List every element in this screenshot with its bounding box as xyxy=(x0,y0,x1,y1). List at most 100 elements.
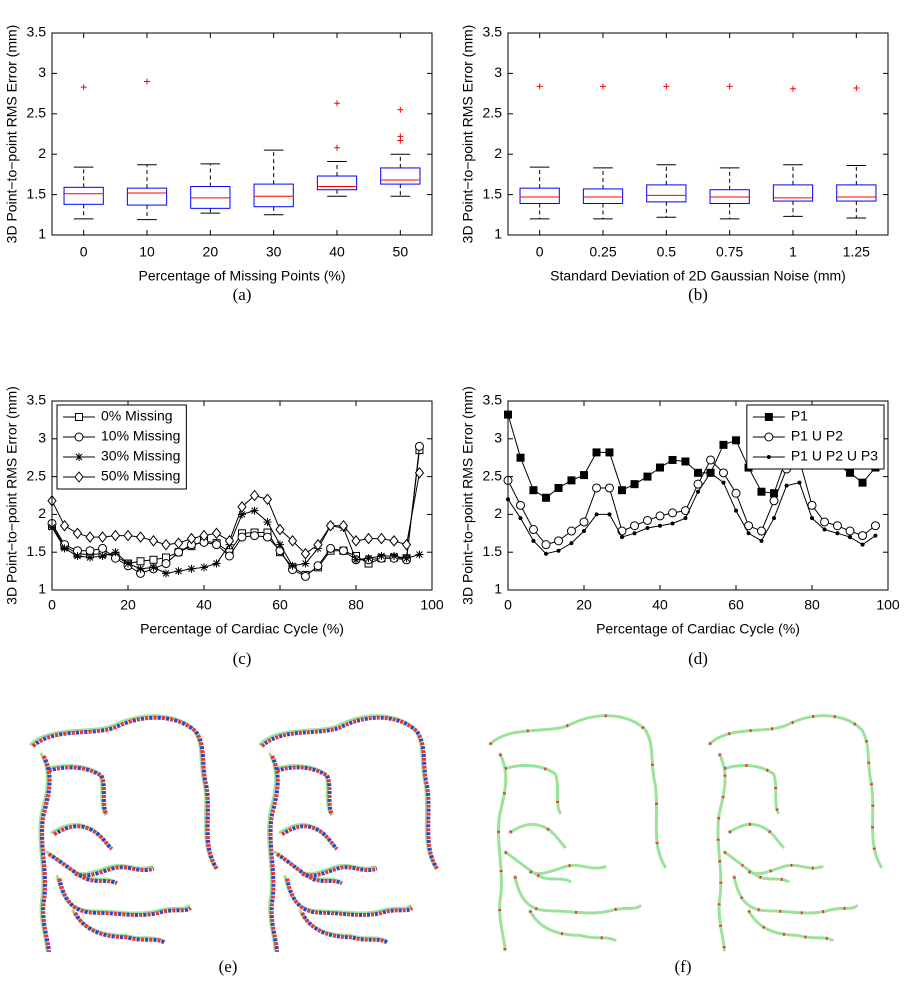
x-tick-label: 0.25 xyxy=(589,244,616,260)
series-line xyxy=(507,472,876,555)
marker xyxy=(696,489,700,494)
y-tick-label: 1.5 xyxy=(483,185,503,201)
outlier xyxy=(600,83,606,90)
y-tick-label: 2 xyxy=(494,145,502,161)
marker xyxy=(86,553,94,562)
marker xyxy=(668,455,677,464)
image-e: (e) xyxy=(29,714,439,976)
marker xyxy=(364,554,373,563)
x-tick-label: 100 xyxy=(420,597,444,613)
image-f: (f) xyxy=(488,714,883,976)
caption: (a) xyxy=(233,285,252,304)
marker xyxy=(822,527,827,532)
legend-label: P1 U P2 xyxy=(791,428,843,444)
outlier xyxy=(397,137,404,144)
marker xyxy=(173,537,184,549)
box xyxy=(126,187,168,206)
outlier xyxy=(663,83,670,90)
legend-marker xyxy=(74,432,84,442)
marker xyxy=(544,551,548,556)
marker xyxy=(212,540,222,550)
series-line xyxy=(507,459,876,546)
x-tick-label: 0.5 xyxy=(657,244,677,260)
marker xyxy=(870,521,880,531)
marker xyxy=(756,526,766,536)
box xyxy=(646,184,687,203)
marker xyxy=(718,468,728,478)
y-tick-label: 2.5 xyxy=(27,467,47,483)
x-axis-label: Standard Deviation of 2D Gaussian Noise … xyxy=(550,268,846,284)
marker xyxy=(363,532,374,545)
marker xyxy=(683,516,688,521)
marker xyxy=(721,480,726,485)
marker xyxy=(858,478,867,487)
legend-marker xyxy=(75,453,83,461)
box xyxy=(253,183,294,208)
marker xyxy=(605,448,614,457)
marker xyxy=(224,535,235,547)
marker xyxy=(784,483,789,488)
marker xyxy=(415,550,424,559)
marker xyxy=(772,516,776,521)
plot-frame xyxy=(51,400,433,591)
y-tick-label: 2.5 xyxy=(483,467,503,483)
box xyxy=(316,175,358,191)
marker xyxy=(604,483,614,493)
marker xyxy=(325,519,336,532)
marker xyxy=(123,529,133,542)
marker xyxy=(174,547,184,557)
outlier xyxy=(726,83,733,90)
marker xyxy=(60,544,69,553)
y-axis-label: 3D Point−to−point RMS Error (mm) xyxy=(460,25,476,244)
marker xyxy=(734,508,738,513)
legend-marker xyxy=(764,413,773,421)
marker xyxy=(389,535,399,547)
marker xyxy=(313,538,323,551)
legend: P1 P1 U P2 P1 U P2 U P3 xyxy=(746,404,885,470)
x-tick-label: 30 xyxy=(266,244,282,260)
marker xyxy=(288,561,297,570)
marker xyxy=(287,535,298,547)
marker xyxy=(73,551,82,560)
legend-label: P1 U P2 U P3 xyxy=(791,448,878,464)
marker xyxy=(85,546,95,556)
marker xyxy=(708,470,713,475)
y-tick-label: 3.5 xyxy=(483,392,503,408)
marker xyxy=(541,540,551,550)
marker xyxy=(693,479,703,489)
marker xyxy=(174,567,183,576)
marker xyxy=(643,472,652,481)
y-tick-label: 3 xyxy=(494,64,502,80)
y-tick-label: 3 xyxy=(38,64,46,80)
marker xyxy=(135,531,146,543)
marker xyxy=(594,512,599,517)
caption: (c) xyxy=(233,649,252,668)
marker xyxy=(338,546,348,556)
legend-marker xyxy=(766,455,771,459)
marker xyxy=(238,510,246,519)
y-tick-label: 1.5 xyxy=(27,543,47,559)
marker xyxy=(632,531,637,536)
marker xyxy=(706,455,716,465)
box xyxy=(519,187,560,204)
y-tick-label: 2 xyxy=(494,505,502,521)
marker xyxy=(237,532,247,542)
marker xyxy=(300,547,311,560)
marker xyxy=(237,501,247,513)
box xyxy=(582,188,624,204)
marker xyxy=(860,542,865,547)
marker xyxy=(98,551,107,560)
marker xyxy=(250,531,260,541)
x-tick-label: 100 xyxy=(876,597,900,613)
y-tick-label: 1 xyxy=(38,226,46,242)
marker xyxy=(263,517,272,526)
x-tick-label: 1.25 xyxy=(843,244,870,260)
outlier xyxy=(334,100,340,107)
marker xyxy=(72,527,83,540)
marker xyxy=(732,436,740,445)
marker xyxy=(402,554,411,563)
marker xyxy=(607,512,612,517)
marker xyxy=(681,457,690,466)
marker xyxy=(656,463,664,472)
